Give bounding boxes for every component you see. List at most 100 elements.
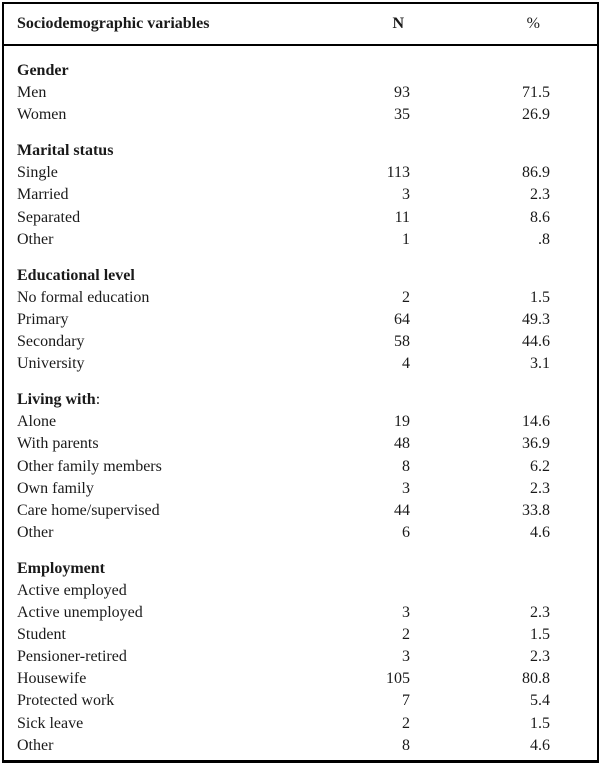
row-label: Other	[17, 523, 54, 541]
section-title: Living with:	[4, 375, 597, 411]
n-value: 4	[402, 355, 410, 373]
n-value: 1	[402, 230, 410, 248]
row-label: Women	[17, 106, 67, 124]
n-value: 2	[402, 714, 410, 732]
row-label: Other family members	[17, 457, 162, 475]
section-title: Educational level	[4, 251, 597, 287]
section-title-text: Gender	[17, 62, 69, 79]
pct-value: 4.6	[530, 523, 550, 541]
pct-value: 44.6	[522, 333, 550, 351]
table-row: Active unemployed 3 2.3	[4, 602, 597, 624]
row-label: Other	[17, 736, 54, 754]
row-label: Active employed	[17, 581, 127, 599]
pct-value: 1.5	[530, 288, 550, 306]
row-label: Housewife	[17, 670, 87, 688]
spacer-cell	[552, 456, 597, 478]
spacer-cell	[552, 522, 597, 544]
pct-value: 3.1	[530, 355, 550, 373]
n-value: 8	[402, 457, 410, 475]
row-label: No formal education	[17, 288, 150, 306]
n-value: 93	[394, 84, 410, 102]
n-value: 8	[402, 736, 410, 754]
table-row: Primary 64 49.3	[4, 309, 597, 331]
table-row: Secondary 58 44.6	[4, 331, 597, 353]
pct-value: 26.9	[522, 106, 550, 124]
pct-value: 5.4	[530, 692, 550, 710]
spacer-cell	[552, 580, 597, 602]
spacer-cell	[552, 229, 597, 251]
spacer-cell	[552, 162, 597, 184]
row-label: Other	[17, 230, 54, 248]
pct-value: .8	[538, 230, 550, 248]
spacer-cell	[552, 735, 597, 757]
table-row: Housewife 105 80.8	[4, 668, 597, 690]
spacer-cell	[552, 668, 597, 690]
header-spacer-cell	[552, 4, 597, 46]
header-row: Sociodemographic variables N %	[4, 4, 597, 46]
pct-value: 2.3	[530, 186, 550, 204]
table-row: Other family members 8 6.2	[4, 456, 597, 478]
section-title: Gender	[4, 45, 597, 82]
n-value: 2	[402, 626, 410, 644]
table-row: With parents 48 36.9	[4, 433, 597, 455]
sociodemographic-table: Sociodemographic variables N % Gender Men…	[4, 4, 597, 757]
pct-value: 2.3	[530, 648, 550, 666]
table-body: Gender Men 93 71.5 Women 35 26.9 Marital status…	[4, 45, 597, 757]
n-value: 3	[402, 648, 410, 666]
spacer-cell	[552, 309, 597, 331]
spacer-cell	[552, 104, 597, 126]
section-header-row: Educational level	[4, 251, 597, 287]
column-header-percent: %	[414, 4, 552, 46]
spacer-cell	[552, 500, 597, 522]
row-label: Alone	[17, 413, 57, 431]
pct-value: 6.2	[530, 457, 550, 475]
spacer-cell	[552, 646, 597, 668]
table-row: Other 6 4.6	[4, 522, 597, 544]
pct-value	[414, 580, 552, 602]
row-label: Care home/supervised	[17, 501, 160, 519]
table-row: Care home/supervised 44 33.8	[4, 500, 597, 522]
section-title-text: Employment	[17, 559, 105, 577]
row-label: Men	[17, 84, 47, 102]
table-header: Sociodemographic variables N %	[4, 4, 597, 46]
n-value	[340, 580, 414, 602]
row-label: Single	[17, 164, 58, 182]
spacer-cell	[552, 184, 597, 206]
n-value: 7	[402, 692, 410, 710]
pct-value: 80.8	[522, 670, 550, 688]
n-value: 2	[402, 288, 410, 306]
row-label: Student	[17, 626, 66, 644]
section-title: Marital status	[4, 126, 597, 162]
table-row: University 4 3.1	[4, 353, 597, 375]
table-row: No formal education 2 1.5	[4, 287, 597, 309]
spacer-cell	[552, 287, 597, 309]
section-title-text: Living with	[17, 391, 96, 409]
n-value: 3	[402, 604, 410, 622]
spacer-cell	[552, 602, 597, 624]
pct-value: 86.9	[522, 164, 550, 182]
pct-value: 14.6	[522, 413, 550, 431]
table-row: Protected work 7 5.4	[4, 690, 597, 712]
spacer-cell	[552, 331, 597, 353]
n-value: 3	[402, 186, 410, 204]
pct-value: 49.3	[522, 310, 550, 328]
n-value: 19	[394, 413, 410, 431]
row-label: Active unemployed	[17, 604, 143, 622]
spacer-cell	[552, 433, 597, 455]
pct-value: 2.3	[530, 604, 550, 622]
table-row: Other 1 .8	[4, 229, 597, 251]
row-label: Secondary	[17, 333, 85, 351]
pct-value: 2.3	[530, 479, 550, 497]
n-value: 48	[394, 435, 410, 453]
pct-value: 8.6	[530, 208, 550, 226]
table-row: Own family 3 2.3	[4, 478, 597, 500]
spacer-cell	[552, 207, 597, 229]
pct-value: 1.5	[530, 626, 550, 644]
spacer-cell	[552, 478, 597, 500]
pct-value: 1.5	[530, 714, 550, 732]
spacer-cell	[552, 411, 597, 433]
section-title-text: Marital status	[17, 142, 114, 160]
table-row: Sick leave 2 1.5	[4, 713, 597, 735]
column-header-variables: Sociodemographic variables	[4, 4, 340, 46]
n-value: 64	[394, 310, 410, 328]
